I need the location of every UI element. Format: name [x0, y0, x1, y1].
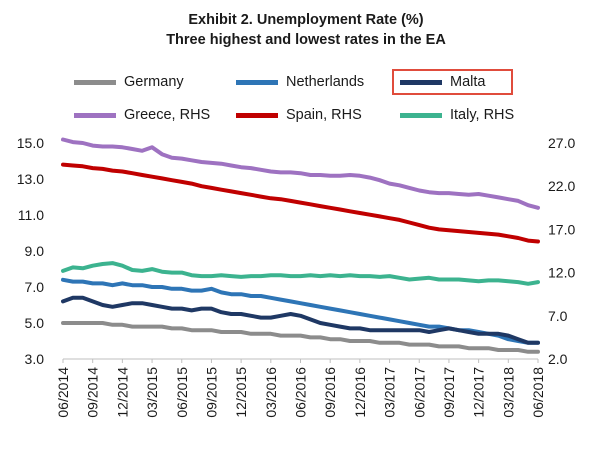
legend-item-greece: Greece, RHS — [74, 105, 210, 125]
x-tick-label: 09/2016 — [322, 367, 338, 418]
x-tick-label: 06/2014 — [55, 367, 71, 418]
y-left-tick-label: 15.0 — [17, 135, 44, 151]
y-right-tick-label: 7.0 — [548, 308, 568, 324]
y-left-tick-label: 13.0 — [17, 171, 44, 187]
x-tick-label: 06/2016 — [293, 367, 309, 418]
legend-swatch-malta — [400, 79, 442, 85]
x-tick-label: 03/2015 — [144, 367, 160, 418]
x-tick-label: 12/2015 — [233, 367, 249, 418]
legend-item-germany: Germany — [74, 72, 184, 92]
legend-item-netherlands: Netherlands — [236, 72, 364, 92]
series-line-malta — [61, 295, 540, 345]
series-line-greece-rhs — [61, 137, 540, 210]
legend-swatch-spain — [236, 112, 278, 118]
legend-label-germany: Germany — [124, 74, 184, 90]
series-line-germany — [61, 321, 540, 354]
x-tick-label: 12/2014 — [114, 367, 130, 418]
y-left-tick-label: 3.0 — [25, 351, 45, 367]
x-tick-label: 06/2017 — [411, 367, 427, 418]
x-tick-label: 03/2016 — [263, 367, 279, 418]
legend-label-malta: Malta — [450, 74, 486, 90]
y-right-tick-label: 22.0 — [548, 178, 575, 194]
y-right-tick-label: 17.0 — [548, 221, 575, 237]
chart-title: Exhibit 2. Unemployment Rate (%) — [188, 12, 424, 28]
series-line-spain-rhs — [61, 162, 540, 244]
y-left-tick-label: 7.0 — [25, 279, 45, 295]
legend-item-spain: Spain, RHS — [236, 105, 362, 125]
x-tick-label: 03/2018 — [500, 367, 516, 418]
y-right-tick-label: 12.0 — [548, 265, 575, 281]
x-tick-label: 09/2015 — [203, 367, 219, 418]
y-right-tick-label: 2.0 — [548, 351, 568, 367]
legend-swatch-greece — [74, 112, 116, 118]
x-tick-label: 09/2014 — [85, 367, 101, 418]
chart-subtitle: Three highest and lowest rates in the EA — [166, 32, 446, 48]
legend-swatch-netherlands — [236, 79, 278, 85]
y-right-tick-label: 27.0 — [548, 135, 575, 151]
series-line-italy-rhs — [61, 261, 540, 286]
x-tick-label: 12/2016 — [352, 367, 368, 418]
x-tick-label: 03/2017 — [382, 367, 398, 418]
legend-label-italy: Italy, RHS — [450, 107, 515, 123]
legend-label-spain: Spain, RHS — [286, 107, 362, 123]
y-left-tick-label: 9.0 — [25, 243, 45, 259]
legend-item-malta: Malta — [392, 69, 514, 95]
y-left-tick-label: 5.0 — [25, 315, 45, 331]
x-tick-label: 06/2015 — [174, 367, 190, 418]
x-tick-label: 09/2017 — [441, 367, 457, 418]
legend-swatch-germany — [74, 79, 116, 85]
legend-item-italy: Italy, RHS — [400, 105, 514, 125]
y-left-tick-label: 11.0 — [18, 207, 44, 223]
x-tick-label: 12/2017 — [471, 367, 487, 418]
legend-label-netherlands: Netherlands — [286, 74, 365, 90]
legend-label-greece: Greece, RHS — [124, 107, 211, 123]
legend-swatch-italy — [400, 112, 442, 118]
x-tick-label: 06/2018 — [530, 367, 546, 418]
